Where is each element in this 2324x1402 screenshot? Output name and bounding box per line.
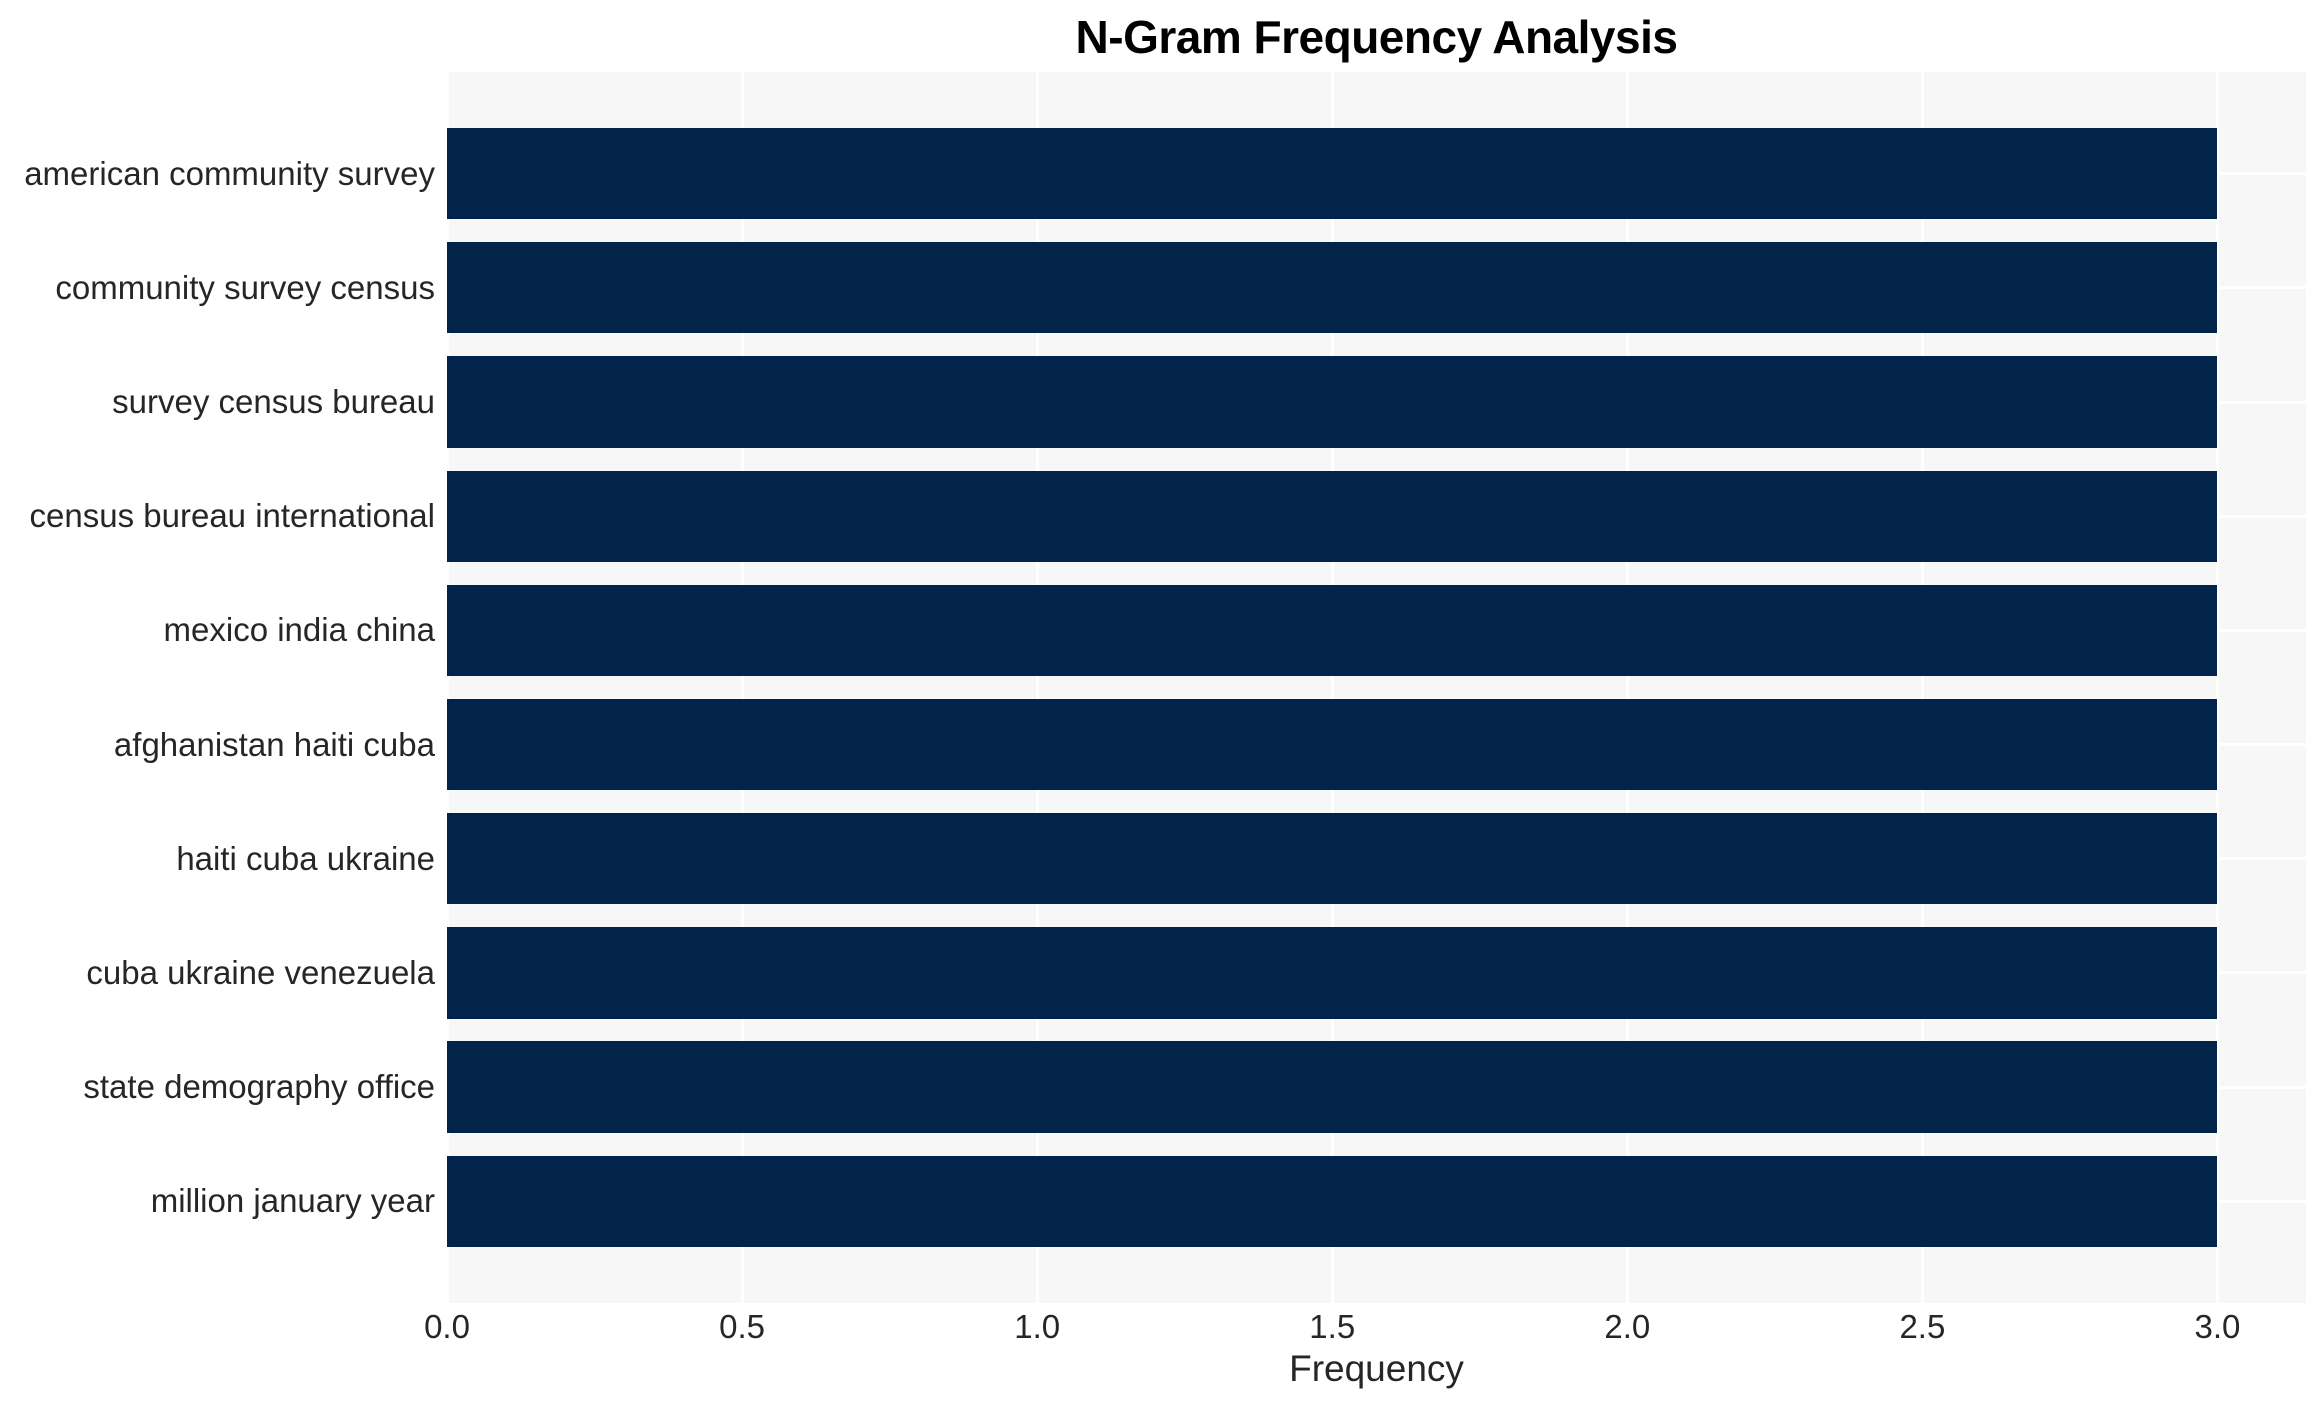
bar <box>447 1155 2218 1248</box>
y-tick-label: state demography office <box>83 1068 435 1106</box>
x-tick-label: 1.5 <box>1309 1308 1356 1345</box>
bar <box>447 127 2218 220</box>
x-tick-label: 0.5 <box>719 1308 766 1345</box>
y-tick-label: survey census bureau <box>112 383 435 421</box>
y-tick-label: american community survey <box>24 154 435 192</box>
x-gridline <box>1625 72 1629 1303</box>
bar <box>447 356 2218 448</box>
x-gridline <box>445 72 449 1303</box>
y-tick-label: haiti cuba ukraine <box>176 839 435 877</box>
x-gridline <box>1330 72 1334 1303</box>
x-tick-label: 0.0 <box>424 1308 470 1345</box>
y-axis-labels: american community survey community surve… <box>0 72 435 1303</box>
y-tick-label: mexico india china <box>163 611 435 649</box>
bar <box>447 1041 2218 1133</box>
bar <box>447 927 2218 1019</box>
x-gridline <box>1920 72 1924 1303</box>
plot-area <box>445 72 2306 1303</box>
bar <box>447 698 2218 791</box>
bar <box>447 470 2218 562</box>
x-axis-tick-labels: 0.0 0.5 1.0 1.5 2.0 2.5 3.0 <box>424 1308 2306 1348</box>
x-tick-label: 2.5 <box>1899 1308 1946 1345</box>
y-tick-label: community survey census <box>55 268 435 306</box>
y-tick-label: million january year <box>150 1182 435 1220</box>
bar <box>447 813 2218 905</box>
bar <box>447 242 2218 334</box>
y-tick-label: afghanistan haiti cuba <box>113 725 435 763</box>
bar <box>447 584 2218 677</box>
y-tick-label: census bureau international <box>29 497 435 535</box>
x-tick-label: 3.0 <box>2194 1308 2241 1345</box>
x-gridline <box>740 72 744 1303</box>
x-gridline <box>2215 72 2219 1303</box>
x-axis-label: Frequency <box>1289 1348 1464 1389</box>
x-gridline <box>1035 72 1039 1303</box>
x-tick-label: 2.0 <box>1604 1308 1651 1345</box>
x-tick-label: 1.0 <box>1014 1308 1061 1345</box>
y-tick-label: cuba ukraine venezuela <box>86 953 435 991</box>
chart-title: N-Gram Frequency Analysis <box>1075 11 1678 63</box>
